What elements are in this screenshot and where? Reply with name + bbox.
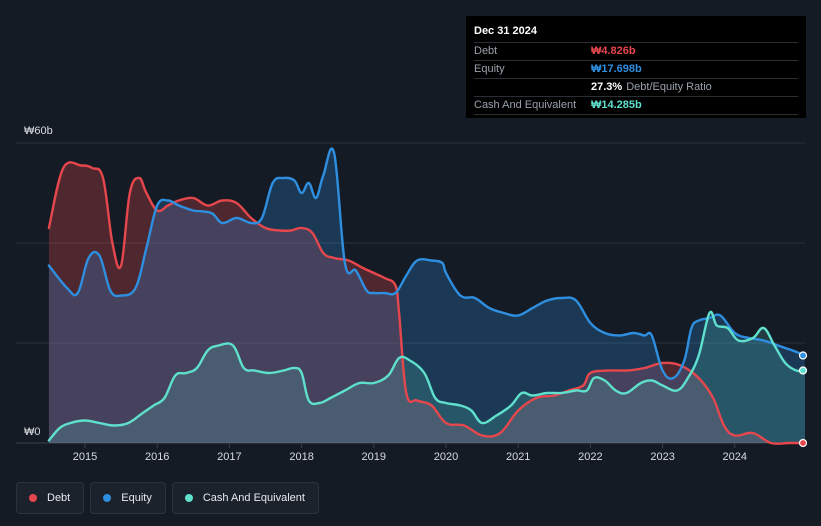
x-tick-label: 2016	[145, 451, 169, 463]
debt-dot-icon	[29, 494, 37, 502]
legend-item-cash[interactable]: Cash And Equivalent	[171, 482, 319, 514]
debt-line	[47, 161, 807, 445]
tooltip-row-cash: Cash And Equivalent ₩14.285b	[474, 96, 798, 115]
x-tick-label: 2023	[650, 451, 674, 463]
legend-item-equity[interactable]: Equity	[90, 482, 166, 514]
legend-label: Debt	[47, 492, 71, 504]
debt-equity-chart: 2015 2016 2017 2018 2019 2020 2021 2022 2023 2024	[16, 142, 808, 463]
tooltip-value-debt: ₩4.826b	[591, 45, 636, 57]
equity-dot-icon	[103, 494, 112, 502]
tooltip-value-ratio: 27.3%	[591, 81, 623, 93]
data-tooltip: Dec 31 2024 Debt ₩4.826b Equity ₩17.698b…	[466, 16, 806, 118]
tooltip-row-ratio: 27.3% Debt/Equity Ratio	[474, 78, 798, 96]
x-tick-label: 2021	[506, 451, 530, 463]
cash-and-equivalent-end-marker	[798, 366, 808, 375]
x-tick-label: 2015	[73, 451, 97, 463]
tooltip-label	[474, 79, 591, 96]
x-axis-ticks: 2015 2016 2017 2018 2019 2020 2021 2022 2023 2024	[73, 443, 747, 463]
x-tick-label: 2019	[362, 451, 386, 463]
tooltip-date: Dec 31 2024	[474, 25, 537, 37]
x-tick-label: 2017	[217, 451, 241, 463]
end-markers	[798, 351, 808, 448]
x-tick-label: 2018	[289, 451, 313, 463]
debt-area	[48, 162, 805, 444]
debt-end-marker	[798, 438, 808, 448]
tooltip-label: Debt	[474, 45, 498, 57]
y-axis-label-max: ₩60b	[24, 125, 53, 137]
chart-legend: Debt Equity Cash And Equivalent	[16, 482, 319, 514]
x-tick-label: 2022	[578, 451, 602, 463]
y-axis-label-min: ₩0	[24, 426, 41, 438]
x-tick-label: 2024	[723, 451, 747, 463]
legend-label: Equity	[121, 492, 152, 504]
tooltip-value-equity: ₩17.698b	[591, 63, 642, 75]
cash-dot-icon	[184, 494, 193, 502]
equity-end-marker	[798, 351, 808, 360]
tooltip-label: Equity	[474, 63, 505, 75]
tooltip-label: Cash And Equivalent	[474, 99, 577, 111]
x-tick-label: 2020	[434, 451, 458, 463]
tooltip-ratio-label: Debt/Equity Ratio	[626, 81, 712, 93]
tooltip-value-cash: ₩14.285b	[591, 99, 642, 111]
tooltip-row-equity: Equity ₩17.698b	[474, 60, 798, 78]
legend-item-debt[interactable]: Debt	[16, 482, 85, 514]
cash-and-equivalent-area	[48, 311, 805, 443]
equity-line	[47, 147, 807, 380]
series-lines	[47, 147, 807, 445]
tooltip-row-debt: Debt ₩4.826b	[474, 42, 798, 60]
legend-label: Cash And Equivalent	[202, 492, 305, 504]
cash-and-equivalent-line	[47, 310, 807, 442]
